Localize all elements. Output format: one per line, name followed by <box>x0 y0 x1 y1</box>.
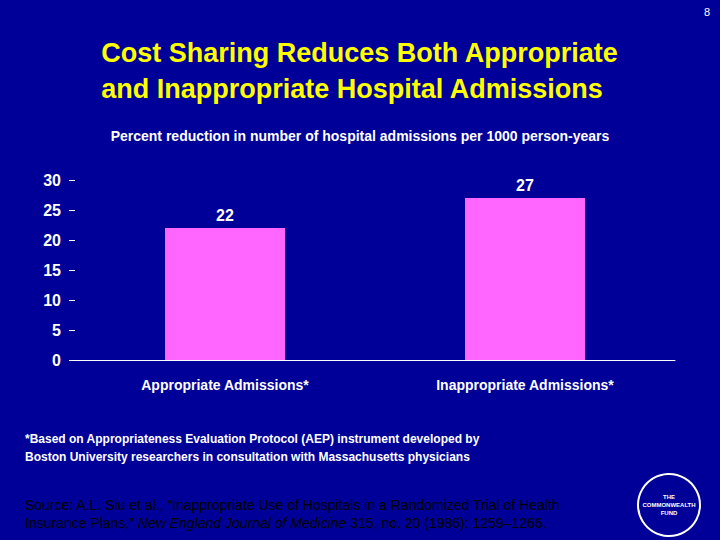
svg-text:FUND: FUND <box>661 510 678 516</box>
svg-text:*Based on Appropriateness Eval: *Based on Appropriateness Evaluation Pro… <box>25 432 480 446</box>
svg-text:5: 5 <box>52 322 61 339</box>
svg-text:22: 22 <box>216 207 234 224</box>
svg-text:Insurance Plans,”: Insurance Plans,” <box>25 515 138 531</box>
svg-text:COMMONWEALTH: COMMONWEALTH <box>642 502 695 508</box>
svg-text:Boston University researchers: Boston University researchers in consult… <box>25 450 470 464</box>
svg-text:Appropriate Admissions*: Appropriate Admissions* <box>141 377 309 393</box>
svg-text:27: 27 <box>516 177 534 194</box>
svg-text:Percent reduction in number of: Percent reduction in number of hospital … <box>111 128 610 144</box>
svg-text:THE: THE <box>663 494 675 500</box>
svg-text:15: 15 <box>43 262 61 279</box>
svg-text:0: 0 <box>52 352 61 369</box>
svg-text:Inappropriate Admissions*: Inappropriate Admissions* <box>436 377 614 393</box>
svg-text:and Inappropriate Hospital Adm: and Inappropriate Hospital Admissions <box>101 74 603 104</box>
svg-text:25: 25 <box>43 202 61 219</box>
svg-text:10: 10 <box>43 292 61 309</box>
svg-text:New England Journal of Medicin: New England Journal of Medicine <box>138 515 347 531</box>
svg-text:20: 20 <box>43 232 61 249</box>
svg-text:Cost Sharing Reduces Both Appr: Cost Sharing Reduces Both Appropriate <box>101 38 618 68</box>
svg-text:Source: A.L. Siu et al., “Inap: Source: A.L. Siu et al., “Inappropriate … <box>25 497 560 513</box>
svg-text:8: 8 <box>704 6 710 18</box>
svg-text:30: 30 <box>43 172 61 189</box>
svg-text:315, no. 20 (1986): 1259–1266.: 315, no. 20 (1986): 1259–1266. <box>346 515 546 531</box>
